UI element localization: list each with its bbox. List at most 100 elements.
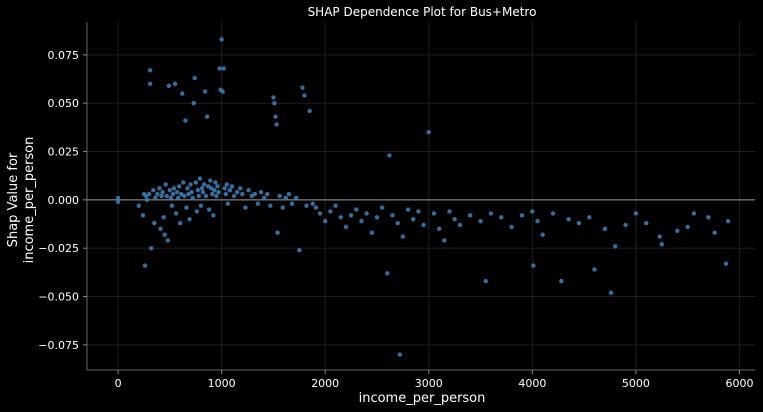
data-point-154 xyxy=(531,263,536,268)
data-point-77 xyxy=(220,89,225,94)
data-point-60 xyxy=(202,89,208,94)
data-point-126 xyxy=(369,230,375,235)
data-point-150 xyxy=(499,215,504,220)
y-tick-label-1: 0.050 xyxy=(48,97,80,110)
data-point-110 xyxy=(300,85,305,90)
scatter-points xyxy=(115,37,731,357)
data-point-53 xyxy=(195,188,201,193)
data-point-138 xyxy=(421,222,426,228)
data-point-148 xyxy=(483,278,488,284)
data-point-153 xyxy=(530,209,535,214)
data-point-131 xyxy=(390,213,395,218)
data-point-73 xyxy=(216,189,221,195)
data-point-167 xyxy=(633,211,639,216)
data-point-114 xyxy=(310,201,315,206)
data-point-39 xyxy=(181,180,186,185)
x-tick-label-6: 6000 xyxy=(725,377,753,390)
data-point-129 xyxy=(385,271,390,276)
x-tick-label-2: 2000 xyxy=(311,377,339,390)
data-point-2 xyxy=(136,203,141,208)
y-tick-label-2: 0.025 xyxy=(48,146,80,159)
data-point-14 xyxy=(153,195,158,201)
data-point-89 xyxy=(243,205,248,210)
data-point-79 xyxy=(222,186,227,191)
data-point-119 xyxy=(333,203,338,208)
data-point-137 xyxy=(416,209,421,214)
data-point-101 xyxy=(274,122,279,127)
data-point-38 xyxy=(180,91,185,96)
data-point-8 xyxy=(146,191,152,197)
data-point-166 xyxy=(623,222,628,228)
data-point-92 xyxy=(252,191,257,197)
data-point-104 xyxy=(280,205,285,210)
data-point-140 xyxy=(431,211,437,216)
data-point-20 xyxy=(161,215,166,220)
data-point-94 xyxy=(258,189,264,195)
data-point-41 xyxy=(183,118,188,123)
data-point-121 xyxy=(343,224,349,230)
data-point-157 xyxy=(550,211,556,216)
data-point-24 xyxy=(165,238,170,243)
data-point-100 xyxy=(273,114,278,119)
data-point-111 xyxy=(302,93,307,98)
data-point-103 xyxy=(277,193,282,199)
data-point-55 xyxy=(197,176,203,181)
data-point-27 xyxy=(168,195,174,201)
data-point-72 xyxy=(215,184,220,189)
data-point-162 xyxy=(592,267,597,272)
x-axis-ticks: 0 1000 2000 3000 4000 5000 6000 xyxy=(115,370,753,390)
data-point-49 xyxy=(191,101,196,106)
data-point-122 xyxy=(348,213,354,218)
data-point-34 xyxy=(175,195,181,201)
data-point-10 xyxy=(147,81,153,87)
data-point-116 xyxy=(317,211,323,216)
data-point-25 xyxy=(166,83,172,89)
data-point-18 xyxy=(159,193,164,199)
data-point-173 xyxy=(691,211,697,216)
data-point-21 xyxy=(162,232,167,237)
data-point-59 xyxy=(201,182,207,187)
data-point-102 xyxy=(275,230,280,235)
data-point-86 xyxy=(234,189,240,195)
data-point-7 xyxy=(144,197,150,203)
data-point-120 xyxy=(338,215,343,220)
data-point-161 xyxy=(587,215,592,220)
data-point-51 xyxy=(193,180,198,185)
data-point-176 xyxy=(723,261,729,266)
data-point-139 xyxy=(426,130,431,135)
data-point-109 xyxy=(297,247,302,253)
data-point-1 xyxy=(115,199,121,204)
data-point-16 xyxy=(157,186,162,191)
data-point-170 xyxy=(659,242,664,247)
data-point-172 xyxy=(685,224,690,230)
data-point-31 xyxy=(172,81,178,87)
data-point-81 xyxy=(224,182,230,187)
data-point-46 xyxy=(188,182,193,187)
data-point-136 xyxy=(411,217,416,222)
data-point-127 xyxy=(374,215,380,220)
data-point-175 xyxy=(712,230,717,235)
data-point-13 xyxy=(152,220,157,226)
data-point-32 xyxy=(173,211,179,216)
data-point-43 xyxy=(185,186,190,191)
data-point-9 xyxy=(147,68,153,73)
data-point-113 xyxy=(307,108,312,114)
data-point-42 xyxy=(184,205,189,210)
data-point-146 xyxy=(467,213,473,218)
data-point-71 xyxy=(214,193,219,199)
data-point-26 xyxy=(167,188,173,193)
data-point-96 xyxy=(265,191,270,197)
data-point-67 xyxy=(210,191,215,197)
y-axis-label-line2: income_per_person xyxy=(22,137,37,264)
data-point-45 xyxy=(187,217,192,222)
data-point-165 xyxy=(612,244,618,249)
data-point-164 xyxy=(608,290,614,295)
data-point-171 xyxy=(675,228,680,233)
data-point-145 xyxy=(457,222,463,228)
data-point-65 xyxy=(208,178,213,183)
data-point-85 xyxy=(231,193,237,199)
y-tick-label-5: −0.050 xyxy=(38,291,79,304)
data-point-151 xyxy=(509,224,514,230)
data-point-0 xyxy=(115,195,121,201)
data-point-70 xyxy=(213,180,218,185)
